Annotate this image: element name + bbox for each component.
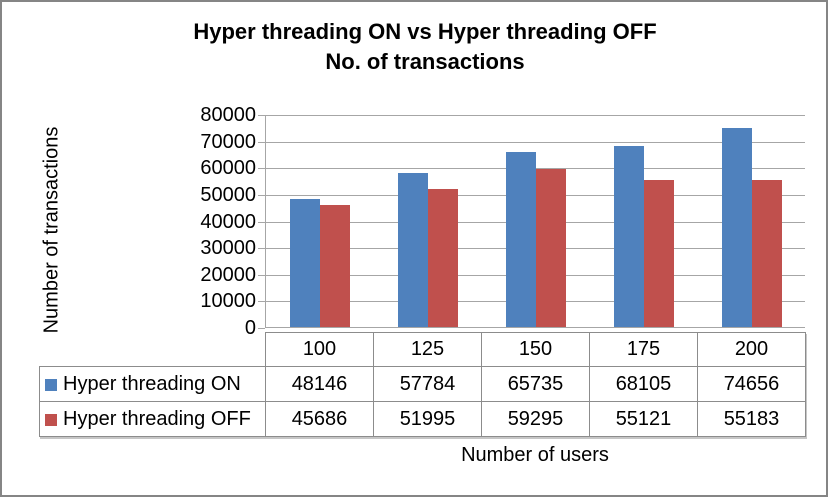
series-row-hyper-threading-off: Hyper threading OFF 45686 51995 59295 55… <box>39 401 806 437</box>
legend-label-off: Hyper threading OFF <box>63 407 251 430</box>
category-label: 100 <box>265 332 374 367</box>
bar-hyper-threading-on-100 <box>290 199 320 327</box>
table-value: 55183 <box>697 401 806 437</box>
y-tick-mark <box>258 168 265 169</box>
y-tick-label: 70000 <box>200 131 256 153</box>
legend-swatch-off-icon <box>45 413 57 426</box>
legend-label-on: Hyper threading ON <box>63 372 241 395</box>
plot-area: 0 10000 20000 30000 40000 50000 60000 70000 8000… <box>200 105 805 338</box>
chart-title: Hyper threading ON vs Hyper threading OF… <box>2 17 826 77</box>
table-value: 48146 <box>265 366 374 402</box>
y-tick-mark <box>258 115 265 116</box>
y-tick-mark <box>258 195 265 196</box>
bar-hyper-threading-off-125 <box>428 189 458 327</box>
y-tick-label: 0 <box>244 317 256 339</box>
y-tick-mark <box>258 301 265 302</box>
table-corner-spacer <box>40 333 266 367</box>
y-tick-label: 40000 <box>200 211 256 233</box>
category-header-row: 100 125 150 175 200 <box>40 332 806 367</box>
category-label: 150 <box>481 332 590 367</box>
chart-title-line1: Hyper threading ON vs Hyper threading OF… <box>193 19 657 44</box>
legend-cell-on: Hyper threading ON <box>39 366 266 402</box>
bar-hyper-threading-off-175 <box>644 180 674 327</box>
table-value: 45686 <box>265 401 374 437</box>
y-tick-mark <box>258 328 265 329</box>
bar-hyper-threading-off-200 <box>752 180 782 327</box>
y-tick-label: 10000 <box>200 290 256 312</box>
gridline <box>266 115 805 116</box>
y-tick-label: 30000 <box>200 237 256 259</box>
table-value: 57784 <box>373 366 482 402</box>
gridline <box>266 142 805 143</box>
y-tick-label: 60000 <box>200 157 256 179</box>
chart-title-line2: No. of transactions <box>325 49 525 74</box>
x-axis-title: Number of users <box>461 444 609 466</box>
legend-cell-off: Hyper threading OFF <box>39 401 266 437</box>
y-tick-label: 80000 <box>200 104 256 126</box>
bar-hyper-threading-off-150 <box>536 169 566 327</box>
y-tick-label: 50000 <box>200 184 256 206</box>
table-value: 68105 <box>589 366 698 402</box>
legend-swatch-on-icon <box>45 378 57 391</box>
bar-hyper-threading-on-125 <box>398 173 428 327</box>
y-tick-mark <box>258 222 265 223</box>
y-tick-label: 20000 <box>200 264 256 286</box>
series-row-hyper-threading-on: Hyper threading ON 48146 57784 65735 681… <box>39 366 806 402</box>
bar-hyper-threading-off-100 <box>320 205 350 327</box>
y-axis-title: Number of transactions <box>40 126 63 334</box>
y-tick-mark <box>258 142 265 143</box>
bar-hyper-threading-on-150 <box>506 152 536 327</box>
bar-hyper-threading-on-200 <box>722 128 752 327</box>
table-value: 59295 <box>481 401 590 437</box>
y-tick-mark <box>258 275 265 276</box>
category-label: 200 <box>697 332 806 367</box>
y-tick-mark <box>258 248 265 249</box>
table-value: 55121 <box>589 401 698 437</box>
data-table: 100 125 150 175 200 Hyper threading ON 4… <box>39 332 806 437</box>
bar-hyper-threading-on-175 <box>614 146 644 327</box>
table-value: 65735 <box>481 366 590 402</box>
category-label: 175 <box>589 332 698 367</box>
category-label: 125 <box>373 332 482 367</box>
table-value: 51995 <box>373 401 482 437</box>
table-value: 74656 <box>697 366 806 402</box>
